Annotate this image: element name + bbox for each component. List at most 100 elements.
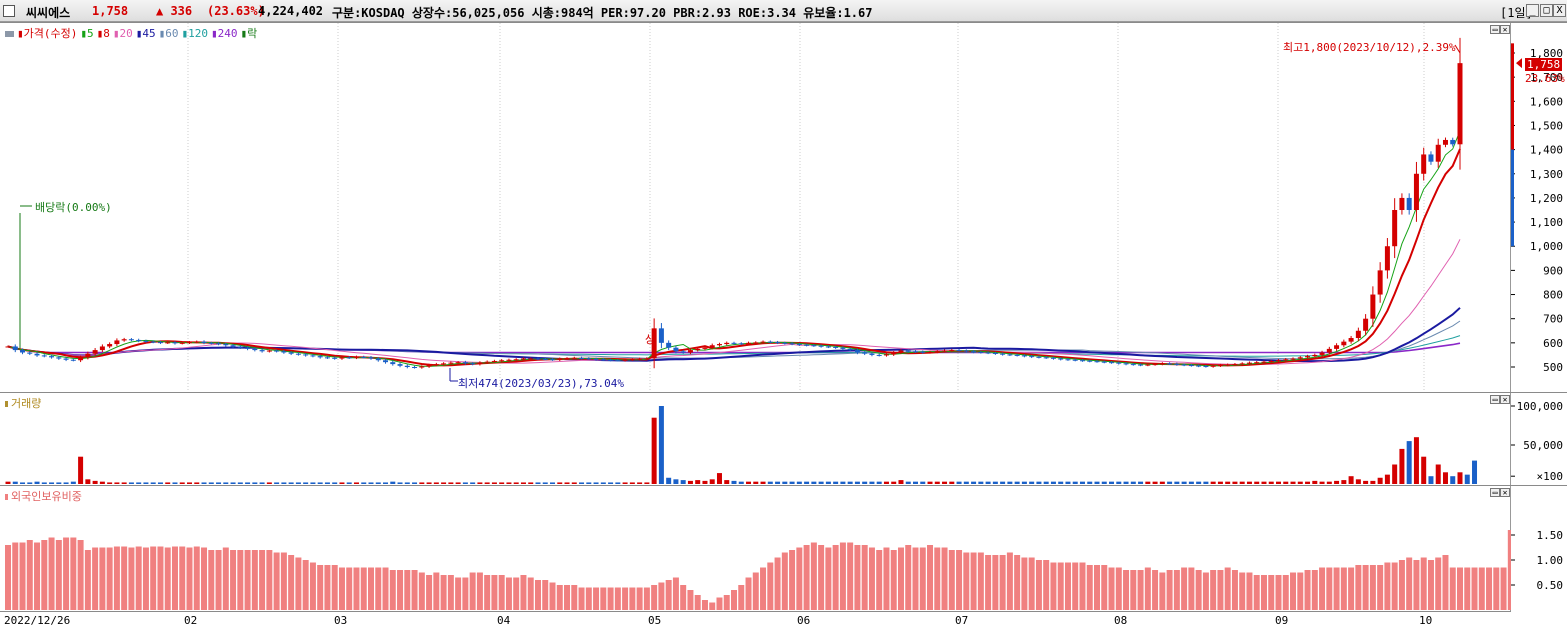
candle-body	[767, 341, 773, 343]
legend-item-4[interactable]: ▮45	[135, 27, 156, 40]
volume-bar	[143, 482, 149, 484]
legend-item-3[interactable]: ▮20	[112, 27, 133, 40]
foreign-ratio-bar	[760, 567, 767, 610]
volume-bar	[339, 482, 345, 484]
foreign-ratio-bar	[164, 547, 171, 610]
volume-bar	[1123, 481, 1129, 484]
candle-body	[1261, 361, 1267, 363]
volume-bar	[622, 482, 628, 484]
foreign-ratio-bar	[600, 587, 607, 610]
legend-item-7[interactable]: ▮240	[210, 27, 238, 40]
x-axis-label: 10	[1419, 614, 1433, 627]
foreign-ratio-bar	[1094, 565, 1100, 610]
candle-body	[404, 365, 410, 367]
foreign-ratio-bar	[302, 560, 309, 610]
candle-body	[963, 350, 969, 352]
price-range-bar-down	[1511, 149, 1514, 247]
foreign-legend-label: 외국인보유비중	[11, 490, 82, 503]
volume-bar	[1181, 481, 1187, 484]
foreign-ratio-bar	[505, 577, 512, 610]
high-annotation: 최고1,800(2023/10/12),2.39%	[1283, 41, 1456, 54]
foreign-ratio-bar	[1108, 567, 1115, 610]
volume-bar	[1000, 481, 1006, 484]
candle-body	[1196, 365, 1202, 367]
foreign-ratio-bar	[1006, 552, 1013, 610]
checkbox[interactable]	[3, 5, 15, 17]
volume-bar	[230, 482, 236, 484]
minimize-button[interactable]: _	[1526, 4, 1539, 17]
pane-close-icon[interactable]: ✕	[1500, 488, 1510, 497]
volume-bar	[1413, 437, 1419, 484]
foreign-ratio-bar	[48, 537, 55, 610]
period-selector[interactable]: [1일]	[1500, 6, 1533, 20]
legend-item-2[interactable]: ▮8	[96, 27, 110, 40]
candle-body	[1072, 359, 1078, 361]
volume-bar	[934, 481, 940, 484]
volume-bar	[586, 482, 592, 484]
volume-bar	[448, 482, 454, 484]
legend-item-1[interactable]: ▮5	[80, 27, 94, 40]
volume-chart-area[interactable]: 거래량 ▭ ✕	[0, 393, 1511, 485]
candle-body	[92, 350, 98, 354]
volume-bar	[1283, 481, 1289, 484]
candle-body	[484, 361, 490, 363]
foreign-ratio-bar	[919, 547, 926, 610]
legend-item-0[interactable]: ▮가격(수정)	[17, 27, 78, 40]
x-axis-label: 06	[797, 614, 811, 627]
foreign-ratio-bar	[1413, 560, 1420, 610]
volume-bar	[361, 482, 367, 484]
foreign-ratio-bar	[1427, 560, 1434, 610]
maximize-button[interactable]: □	[1540, 4, 1553, 17]
foreign-ratio-bar	[810, 542, 817, 610]
volume-bar	[913, 481, 918, 484]
foreign-ratio-bar	[745, 577, 752, 610]
candle-body	[629, 359, 635, 361]
pane-minimize-icon[interactable]: ▭	[1490, 395, 1500, 404]
foreign-ratio-bar	[861, 545, 868, 610]
candle-body	[499, 360, 505, 362]
foreign-ratio-bar	[1282, 575, 1289, 610]
foreign-ratio-bar	[709, 602, 716, 610]
close-button[interactable]: X	[1553, 4, 1566, 17]
legend-swatch	[5, 494, 8, 500]
volume-bar	[85, 479, 91, 484]
candle-body	[1058, 358, 1064, 360]
candle-body	[673, 347, 679, 352]
volume-bar	[615, 482, 621, 484]
price-chart-area[interactable]: ▮가격(수정) ▮5 ▮8 ▮20 ▮45 ▮60 ▮120 ▮240 ▮락 ▭ ✕ 최고1,8…	[0, 23, 1511, 393]
legend-item-8[interactable]: ▮락	[240, 27, 258, 40]
foreign-ratio-bar	[956, 550, 963, 610]
volume-bar	[506, 482, 512, 484]
y-tick-label: 1,300	[1530, 168, 1563, 181]
candle-body	[259, 350, 265, 352]
pane-minimize-icon[interactable]: ▭	[1490, 488, 1500, 497]
volume-bar	[695, 480, 701, 484]
foreign-ratio-bar	[34, 542, 41, 610]
foreign-ratio-bar	[41, 540, 48, 610]
x-axis-label: 07	[955, 614, 969, 627]
foreign-ratio-bar	[1239, 572, 1246, 610]
candle-body	[1246, 362, 1252, 364]
legend-item-6[interactable]: ▮120	[181, 27, 208, 40]
foreign-chart-area[interactable]: 외국인보유비중 ▭ ✕	[0, 486, 1511, 611]
foreign-ratio-bar	[542, 580, 549, 610]
candle-body	[114, 340, 120, 345]
legend-item-5[interactable]: ▮60	[158, 27, 179, 40]
volume-bar	[1217, 481, 1223, 484]
volume-y-axis: 100,000 50,000 ×100	[1511, 393, 1567, 485]
candle-body	[34, 353, 40, 356]
foreign-ratio-bar	[208, 550, 215, 610]
volume-bar	[194, 482, 200, 484]
foreign-ratio-bar	[411, 570, 418, 610]
pane-close-icon[interactable]: ✕	[1500, 395, 1510, 404]
volume-bar	[1101, 481, 1107, 484]
candle-body	[1123, 363, 1129, 365]
x-axis-label: 09	[1275, 614, 1289, 627]
volume-bar	[1406, 441, 1412, 484]
volume-bar	[477, 482, 483, 484]
pane-minimize-icon[interactable]: ▭	[1490, 25, 1500, 34]
foreign-ratio-bar	[1188, 567, 1195, 610]
foreign-ratio-bar	[1478, 567, 1485, 610]
candle-body	[506, 359, 512, 361]
pane-close-icon[interactable]: ✕	[1500, 25, 1510, 34]
